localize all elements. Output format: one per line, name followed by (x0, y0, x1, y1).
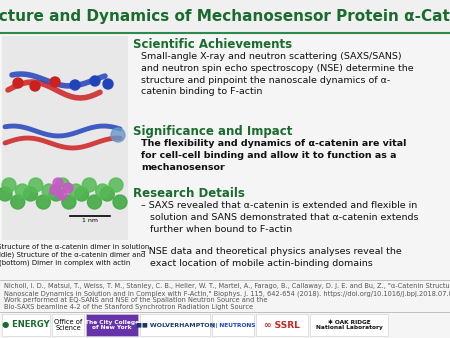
Circle shape (11, 195, 25, 209)
Circle shape (87, 195, 101, 209)
Circle shape (70, 80, 80, 90)
Circle shape (57, 190, 67, 200)
Bar (212, 314, 254, 336)
Circle shape (36, 195, 50, 209)
Circle shape (109, 178, 123, 192)
Text: ● ENERGY: ● ENERGY (2, 320, 50, 330)
Text: Scientific Achievements: Scientific Achievements (133, 38, 292, 51)
Circle shape (90, 76, 100, 86)
Circle shape (113, 195, 127, 209)
Text: 1 nm: 1 nm (82, 218, 98, 223)
Circle shape (62, 195, 76, 209)
Circle shape (100, 187, 114, 201)
Circle shape (69, 184, 83, 198)
Bar (2, 314, 50, 336)
Circle shape (15, 184, 29, 198)
Bar (310, 314, 388, 336)
Circle shape (29, 178, 43, 192)
Text: ∞ SSRL: ∞ SSRL (264, 320, 300, 330)
Circle shape (2, 178, 16, 192)
Circle shape (42, 184, 56, 198)
Text: (top) Structure of the α-catenin dimer in solution.
(middle) Structure of the α-: (top) Structure of the α-catenin dimer i… (0, 243, 152, 266)
Circle shape (0, 187, 12, 201)
Text: ||| NEUTRONS: ||| NEUTRONS (211, 322, 255, 328)
Circle shape (111, 128, 125, 142)
Circle shape (50, 77, 60, 87)
Text: – SAXS revealed that α-catenin is extended and flexible in
   solution and SANS : – SAXS revealed that α-catenin is extend… (141, 201, 418, 234)
Text: ■■ WOLVERHAMPTON: ■■ WOLVERHAMPTON (135, 322, 215, 328)
Text: The City College
of New York: The City College of New York (85, 320, 139, 330)
Bar (86, 314, 138, 336)
Bar (0, 0, 450, 32)
Circle shape (30, 81, 40, 91)
Text: Research Details: Research Details (133, 187, 245, 200)
Bar (52, 314, 84, 336)
Text: – NSE data and theoretical physics analyses reveal the
   exact location of mobi: – NSE data and theoretical physics analy… (141, 247, 402, 268)
Circle shape (53, 178, 63, 188)
Circle shape (95, 184, 110, 198)
Text: The flexibility and dynamics of α-catenin are vital
for cell-cell binding and al: The flexibility and dynamics of α-cateni… (141, 139, 406, 172)
Circle shape (82, 178, 96, 192)
Text: Office of
Science: Office of Science (54, 319, 82, 331)
Circle shape (49, 187, 63, 201)
Circle shape (13, 78, 23, 88)
Circle shape (103, 79, 113, 89)
Circle shape (50, 185, 60, 195)
Text: Structure and Dynamics of Mechanosensor Protein α-Catenin: Structure and Dynamics of Mechanosensor … (0, 8, 450, 24)
Bar (140, 314, 210, 336)
Circle shape (75, 187, 89, 201)
Text: Work performed at EQ-SANS and NSE of the Spallation Neutron Source and the
Bio-S: Work performed at EQ-SANS and NSE of the… (4, 297, 267, 311)
Text: Significance and Impact: Significance and Impact (133, 125, 292, 138)
Text: Nicholl, I. D., Matsui, T., Weiss, T. M., Stanley, C. B., Heller, W. T., Martel,: Nicholl, I. D., Matsui, T., Weiss, T. M.… (4, 283, 450, 297)
Circle shape (23, 187, 37, 201)
Bar (2, 36, 128, 240)
Bar (256, 314, 308, 336)
Text: ✱ OAK RIDGE
National Laboratory: ✱ OAK RIDGE National Laboratory (315, 320, 382, 330)
Circle shape (55, 178, 69, 192)
Text: Small-angle X-ray and neutron scattering (SAXS/SANS)
and neutron spin echo spect: Small-angle X-ray and neutron scattering… (141, 52, 414, 96)
Circle shape (63, 183, 73, 193)
